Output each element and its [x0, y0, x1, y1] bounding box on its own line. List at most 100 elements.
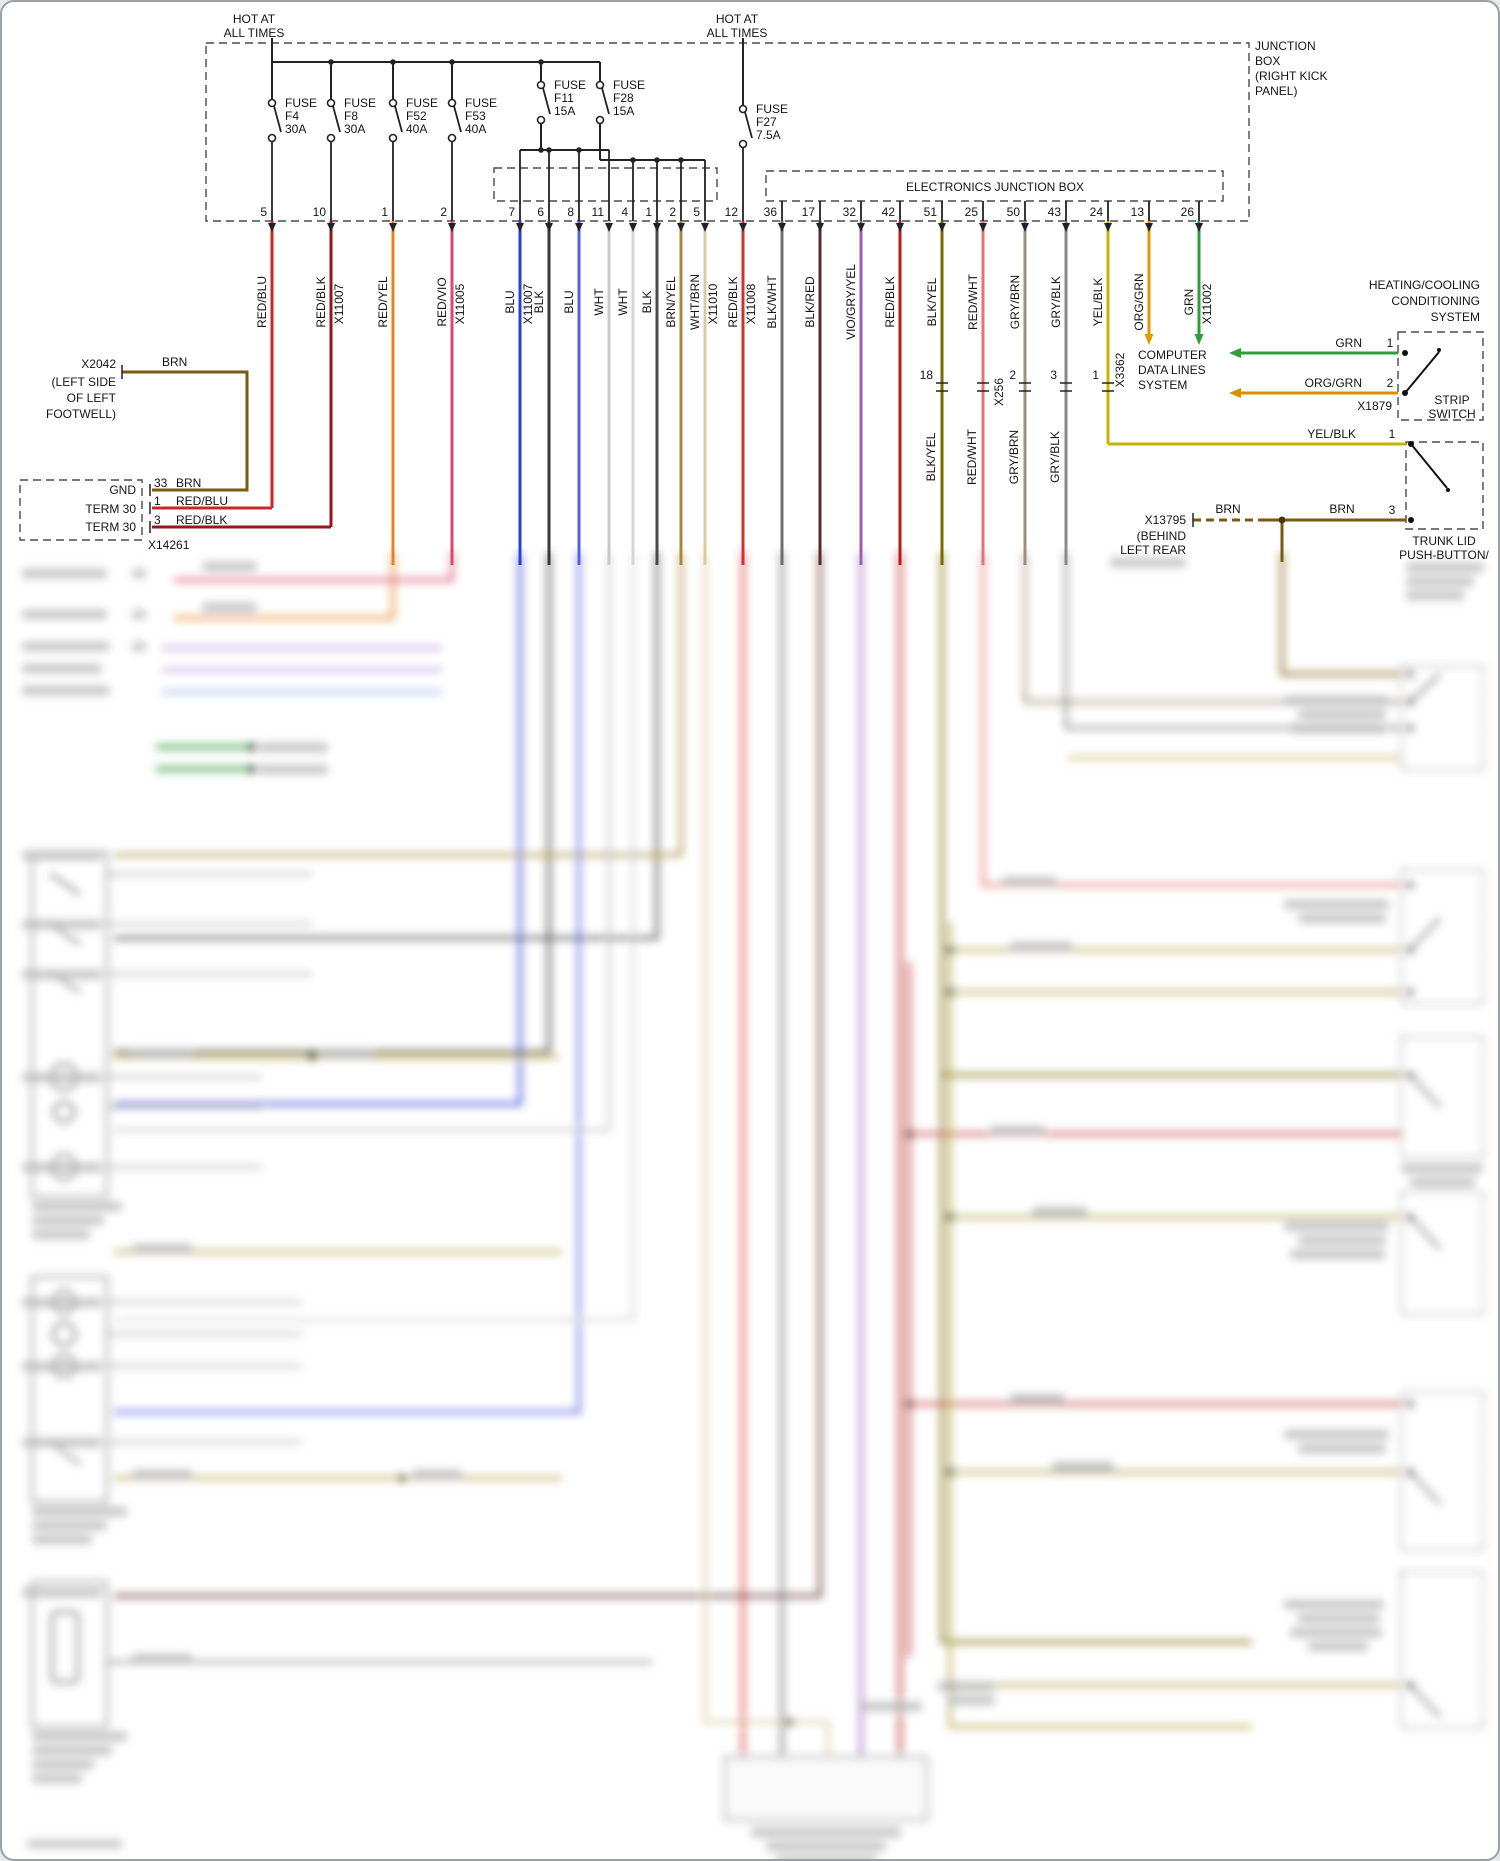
wire-yel-blk-pin24: 24 YEL/BLK [1090, 201, 1406, 446]
mid-connector-pin: 1 [1092, 368, 1099, 382]
row-gnd-pin: 33 [154, 476, 168, 490]
wire-pin-number: 4 [621, 205, 628, 219]
connector-x2042-label: X2042 [81, 357, 116, 371]
wire-exit-arrow-icon [896, 223, 904, 232]
wire-wht-pin4: 4 WHT [616, 160, 637, 565]
wire-down-arrow-icon [1194, 334, 1204, 345]
svg-text:JUNCTION: JUNCTION [1255, 39, 1316, 53]
wire-connector-label: X11008 [744, 283, 758, 324]
fuse-label: FUSE F52 40A [406, 96, 438, 136]
wire-connector-label: X11005 [453, 283, 467, 324]
wire-blk-yel-pin51: 51 BLK/YEL [924, 201, 946, 565]
x13795-note-2: LEFT REAR [1120, 543, 1186, 557]
wire-color-label: BLK/YEL [925, 277, 939, 326]
wire-exit-arrow-icon [1145, 223, 1153, 232]
wire-red-wht-pin25: 25 RED/WHT [965, 201, 987, 565]
wire-exit-arrow-icon [545, 223, 553, 232]
blurred-wires [107, 552, 1401, 1757]
wire-exit-arrow-icon [979, 223, 987, 232]
wire-color-label: WHT [592, 288, 606, 316]
wire-color-label: RED/YEL [376, 276, 390, 328]
trunk-wire1-label: YEL/BLK [1307, 427, 1356, 441]
svg-text:(RIGHT KICK: (RIGHT KICK [1255, 69, 1327, 83]
wire-pin-number: 6 [537, 205, 544, 219]
fuse-element-icon [601, 87, 610, 115]
wire-color-label: BLK [640, 291, 654, 314]
wire-pin-number: 17 [802, 205, 816, 219]
fuse-f8: FUSE F8 30A [326, 96, 376, 143]
wire-exit-arrow-icon [677, 223, 685, 232]
wire-color-label: BLK/YEL [924, 432, 938, 481]
row-gnd-wire: BRN [176, 476, 201, 490]
wire-down-arrow-icon [1144, 334, 1154, 345]
wire-exit-arrow-icon [938, 223, 946, 232]
wire-color-label: VIO/GRY/YEL [844, 264, 858, 340]
wire-connector-label: X11007 [332, 283, 346, 324]
trunk-switch-name: TRUNK LID [1412, 534, 1476, 548]
trunk-lid-switch: YEL/BLK 1 BRN BRN 3 X13795 (BEHIND LEFT … [1120, 427, 1490, 562]
wire-pin-number: 12 [725, 205, 739, 219]
row-term30a-wire: RED/BLU [176, 494, 228, 508]
wire-red-blu-pin5: 5 RED/BLU [152, 142, 276, 510]
wire-pin-number: 42 [882, 205, 896, 219]
fuse-element-icon [542, 87, 551, 115]
x13795-note-1: (BEHIND [1137, 529, 1187, 543]
fuse-label: FUSE F28 15A [613, 78, 645, 118]
row-term30a-pin: 1 [154, 494, 161, 508]
wire-gry-blk-pin43: 43 GRY/BLK [1048, 201, 1070, 565]
fuse-f53: FUSE F53 40A [447, 96, 497, 143]
fuse-terminal-icon [738, 139, 748, 149]
wire-pin-number: 36 [764, 205, 778, 219]
row-term30b-name: TERM 30 [85, 520, 136, 534]
wire-color-label: RED/BLK [883, 276, 897, 327]
svg-text:SYSTEM: SYSTEM [1138, 378, 1187, 392]
wire-exit-arrow-icon [448, 223, 456, 232]
wire-red-yel-pin1: 1 RED/YEL [376, 142, 397, 565]
electronics-junction-box-label: ELECTRONICS JUNCTION BOX [906, 180, 1084, 194]
wire-columns-group: 5 RED/BLU 10 RED/BLK X11007 1 RED/YEL 2 RED/VIO X… [152, 142, 1406, 565]
wire-exit-arrow-icon [605, 223, 613, 232]
svg-text:SYSTEM: SYSTEM [1431, 310, 1480, 324]
wire-color-label: YEL/BLK [1091, 278, 1105, 327]
wire-red-blk-pin42: 42 RED/BLK [882, 201, 904, 565]
wire-color-label: GRY/BRN [1008, 275, 1022, 329]
x2042-note-1: (LEFT SIDE [52, 375, 116, 389]
wire-color-label: BLK/RED [803, 276, 817, 328]
org-grn-arrow-left-icon [1229, 388, 1241, 398]
wire-exit-arrow-icon [1104, 223, 1112, 232]
grn-arrow-left-icon [1229, 348, 1241, 358]
fuse-terminal-icon [326, 98, 336, 108]
wire-exit-arrow-icon [629, 223, 637, 232]
wire-color-label: WHT [616, 288, 630, 316]
trunk-wire3a-label: BRN [1215, 502, 1240, 516]
wire-color-label: GRN [1182, 289, 1196, 316]
wire-pin-number: 2 [440, 205, 447, 219]
wire-pin-number: 13 [1131, 205, 1145, 219]
wire-pin-number: 24 [1090, 205, 1104, 219]
wire-connector-label: X11010 [706, 283, 720, 324]
fuse-label: FUSE F53 40A [465, 96, 497, 136]
trunk-pin3: 3 [1389, 503, 1396, 517]
trunk-switch-blade-icon [1410, 443, 1448, 489]
wire-color-label: RED/BLK [726, 276, 740, 327]
wire-exit-arrow-icon [739, 223, 747, 232]
fuse-terminal-icon [326, 133, 336, 143]
fuse-terminal-icon [267, 98, 277, 108]
junction-box-label: JUNCTION BOX (RIGHT KICK PANEL) [1255, 39, 1327, 98]
x2042-note-3: FOOTWELL) [46, 407, 116, 421]
wire-pin-number: 8 [567, 205, 574, 219]
fuse-terminal-icon [595, 80, 605, 90]
wire-color-label: RED/WHT [966, 273, 980, 330]
blurred-right-component-symbols [1407, 671, 1441, 1718]
fuse-label: FUSE F4 30A [285, 96, 317, 136]
wire-color-label: BLK [532, 291, 546, 314]
wire-exit-arrow-icon [1195, 223, 1203, 232]
svg-text:DATA LINES: DATA LINES [1138, 363, 1206, 377]
strip-wire2-label: ORG/GRN [1305, 376, 1362, 390]
fuse-element-icon [453, 105, 462, 133]
wire-wht-pin11: 11 WHT [592, 150, 613, 565]
wire-pin-number: 32 [843, 205, 857, 219]
connector-x14261-label: X14261 [148, 538, 190, 552]
wire-color-label: ORG/GRN [1132, 273, 1146, 330]
wire-exit-arrow-icon [1021, 223, 1029, 232]
